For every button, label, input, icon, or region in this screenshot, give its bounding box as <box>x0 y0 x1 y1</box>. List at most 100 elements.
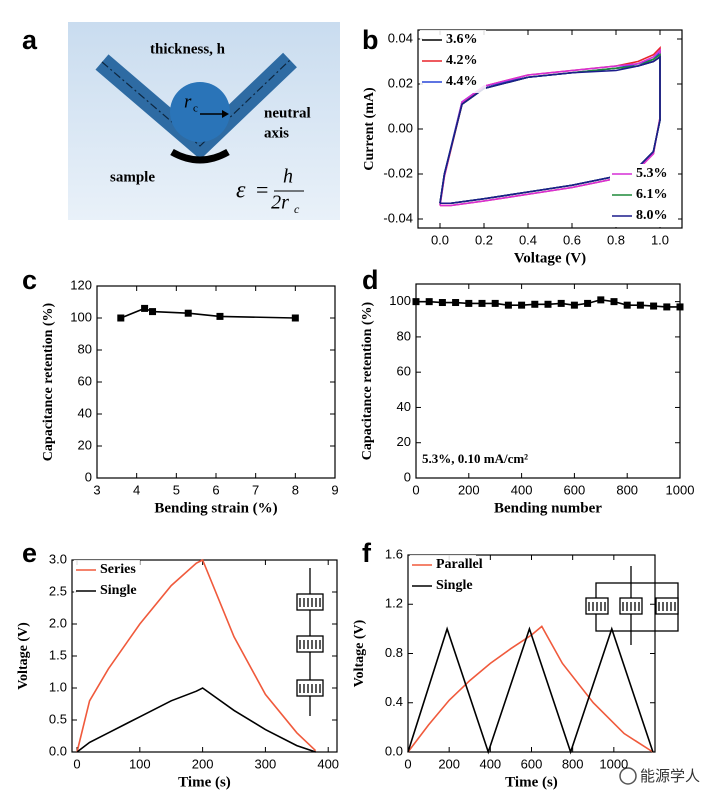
parallel-circuit-icon <box>585 566 679 645</box>
x-axis-title: Bending strain (%) <box>154 500 277 516</box>
formula-denominator: 2r <box>271 192 289 214</box>
bending-rod <box>170 82 230 142</box>
x-tick-label: 0.6 <box>563 232 581 247</box>
data-line <box>407 626 654 755</box>
x-tick-label: 100 <box>129 756 151 771</box>
x-tick-label: 600 <box>564 482 586 497</box>
chart-panel: f 0 200 400 600 800 1000 0.0 0.4 0.8 1.2 1.6 Time (s… <box>352 538 656 790</box>
legend-label: 6.1% <box>636 187 668 202</box>
x-tick-label: 800 <box>562 756 584 771</box>
x-tick-label: 8 <box>292 482 299 497</box>
panel-letter: a <box>22 25 38 55</box>
data-line <box>407 625 654 753</box>
neutral-label: neutral <box>264 105 311 121</box>
panel-letter: d <box>362 265 379 295</box>
y-tick-label: 0 <box>404 469 411 484</box>
x-tick-label: 200 <box>458 482 480 497</box>
y-tick-label: 0.0 <box>385 743 403 758</box>
data-point <box>465 299 473 307</box>
y-axis-title: Capacitance retention (%) <box>360 301 375 460</box>
data-point <box>597 296 605 304</box>
diagram: a thickness, h neutral axis sample r c ε… <box>22 22 340 220</box>
data-point <box>663 303 671 311</box>
x-tick-label: 5 <box>173 482 180 497</box>
data-point <box>491 299 499 307</box>
legend-label: Single <box>100 583 137 598</box>
y-tick-label: 0.04 <box>388 30 413 45</box>
y-tick-label: 20 <box>397 434 411 449</box>
y-tick-label: 1.5 <box>49 647 67 662</box>
formula-numerator: h <box>283 166 293 188</box>
y-tick-label: 0.4 <box>385 694 403 709</box>
y-tick-label: 2.0 <box>49 615 67 630</box>
panel-letter: e <box>22 538 37 568</box>
data-point <box>149 308 157 316</box>
data-point <box>610 298 618 306</box>
radius-subscript: c <box>193 103 198 115</box>
x-tick-label: 0 <box>73 756 80 771</box>
sample-label: sample <box>110 169 155 185</box>
x-tick-label: 3 <box>93 482 100 497</box>
x-tick-label: 0 <box>404 756 411 771</box>
formula-equals: = <box>256 177 268 202</box>
sample <box>170 148 230 164</box>
data-point <box>623 301 631 309</box>
x-tick-label: 1000 <box>599 756 628 771</box>
y-tick-label: 2.5 <box>49 583 67 598</box>
y-tick-label: 60 <box>397 364 411 379</box>
plot-frame <box>415 283 681 479</box>
legend-label: 3.6% <box>446 32 478 47</box>
y-axis-title: Voltage (V) <box>16 622 31 690</box>
y-tick-label: 3.0 <box>49 551 67 566</box>
data-point <box>518 301 526 309</box>
data-point <box>676 303 684 311</box>
data-point <box>557 299 565 307</box>
x-tick-label: 400 <box>317 756 339 771</box>
x-tick-label: 800 <box>616 482 638 497</box>
y-tick-label: 0.0 <box>49 743 67 758</box>
x-tick-label: 1000 <box>666 482 695 497</box>
x-tick-label: 600 <box>521 756 543 771</box>
y-axis-title: Capacitance retention (%) <box>41 302 56 461</box>
radius-symbol: r <box>184 91 192 112</box>
x-tick-label: 0 <box>412 482 419 497</box>
data-point <box>117 314 125 322</box>
x-tick-label: 0.0 <box>431 232 449 247</box>
x-tick-label: 400 <box>511 482 533 497</box>
x-tick-label: 6 <box>212 482 219 497</box>
y-tick-label: 40 <box>397 399 411 414</box>
chart-panel: b 0.0 0.2 0.4 0.6 0.8 1.0 -0.04 -0.02 0.00 0.02 0.0… <box>362 25 683 266</box>
x-axis-title: Time (s) <box>178 774 231 790</box>
data-point <box>216 312 224 320</box>
formula-subscript: c <box>294 202 300 216</box>
y-tick-label: 80 <box>397 328 411 343</box>
annotation: 5.3%, 0.10 mA/cm² <box>422 451 528 466</box>
axis-label: axis <box>264 125 289 141</box>
x-axis-title: Voltage (V) <box>514 250 586 266</box>
data-line <box>76 687 316 753</box>
formula-lhs: ε <box>236 178 246 204</box>
y-tick-label: 1.2 <box>385 596 403 611</box>
y-tick-label: 60 <box>78 373 92 388</box>
data-point <box>504 301 512 309</box>
panel-letter: b <box>362 25 379 55</box>
data-point <box>438 299 446 307</box>
legend-box <box>410 555 476 597</box>
panel-letter: c <box>22 265 37 295</box>
panel-letter: f <box>362 538 372 568</box>
y-tick-label: 100 <box>389 293 411 308</box>
y-tick-label: 100 <box>70 309 92 324</box>
y-tick-label: -0.02 <box>383 165 413 180</box>
legend-label: 5.3% <box>636 166 668 181</box>
data-point <box>141 304 149 312</box>
data-point <box>544 300 552 308</box>
plot-frame <box>96 285 336 479</box>
data-point <box>636 301 644 309</box>
y-tick-label: 80 <box>78 341 92 356</box>
y-tick-label: 0 <box>85 469 92 484</box>
y-tick-label: -0.04 <box>383 210 413 225</box>
chart-panel: d 0 200 400 600 800 1000 0 20 40 60 80 100 Bending nu… <box>360 265 694 516</box>
data-point <box>184 309 192 317</box>
x-tick-label: 200 <box>438 756 460 771</box>
